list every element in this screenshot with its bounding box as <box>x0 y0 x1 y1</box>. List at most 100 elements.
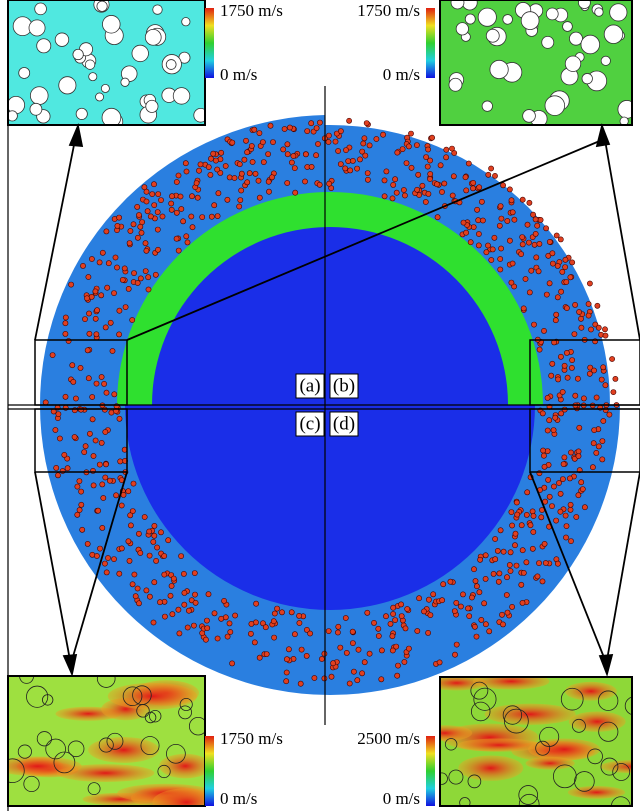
void <box>598 721 619 742</box>
particle <box>175 172 182 179</box>
particle <box>497 266 504 273</box>
particle <box>125 538 132 545</box>
particle <box>127 512 134 519</box>
void <box>8 758 25 784</box>
particle <box>71 434 78 440</box>
void <box>98 737 114 753</box>
particle <box>328 673 335 680</box>
particle <box>437 162 444 169</box>
particle <box>49 352 56 358</box>
colorbar-min: 0 m/s <box>383 65 420 84</box>
void <box>481 100 493 112</box>
hot-zone <box>567 785 626 799</box>
particle <box>236 203 243 210</box>
particle <box>383 168 390 175</box>
hot-zone <box>484 703 576 725</box>
void <box>145 99 159 113</box>
particle <box>423 154 429 160</box>
particle <box>519 600 526 606</box>
particle <box>270 618 277 625</box>
particle <box>211 202 218 209</box>
hot-zone <box>8 756 82 777</box>
void <box>477 7 497 27</box>
void <box>603 24 624 44</box>
particle <box>87 430 93 437</box>
particle <box>498 215 505 222</box>
particle <box>326 180 332 187</box>
void <box>53 751 76 774</box>
particle <box>246 170 253 177</box>
particle <box>562 264 568 270</box>
void <box>72 48 84 61</box>
particle <box>557 508 564 515</box>
particle <box>102 324 109 331</box>
particle <box>449 192 456 199</box>
particle <box>78 488 84 495</box>
particle <box>542 560 549 566</box>
particle <box>558 353 564 360</box>
particle <box>147 213 154 220</box>
panel-label: (c) <box>299 413 320 434</box>
particle <box>561 454 568 461</box>
particle <box>415 171 422 178</box>
particle <box>482 621 489 628</box>
void <box>157 764 171 779</box>
particle <box>475 231 482 237</box>
colorbar-max: 1750 m/s <box>220 1 283 20</box>
particle <box>595 324 602 331</box>
particle <box>318 656 325 662</box>
particle <box>150 539 157 545</box>
particle <box>546 280 553 287</box>
void <box>564 55 582 72</box>
particle <box>471 623 478 630</box>
particle <box>126 240 133 246</box>
particle <box>546 493 553 500</box>
particle <box>279 609 285 616</box>
particle <box>439 189 445 195</box>
particle <box>434 214 441 221</box>
particle <box>553 232 560 239</box>
particle <box>383 613 389 620</box>
particle <box>467 239 474 246</box>
particle <box>153 558 159 564</box>
hot-zone <box>568 711 626 732</box>
particle <box>285 646 292 653</box>
particle <box>572 301 578 308</box>
void <box>131 44 149 63</box>
particle <box>184 624 191 631</box>
particle <box>337 128 344 134</box>
particle <box>398 613 405 619</box>
particle <box>402 625 409 632</box>
void <box>178 705 193 720</box>
particle <box>161 553 168 559</box>
particle <box>378 647 385 654</box>
void <box>188 716 205 736</box>
particle <box>152 271 159 278</box>
particle <box>447 578 454 585</box>
particle <box>414 628 421 634</box>
particle <box>508 279 515 286</box>
particle <box>260 159 267 165</box>
particle <box>88 293 95 300</box>
particle <box>189 224 196 231</box>
particle <box>227 629 234 635</box>
particle <box>530 529 537 535</box>
particle <box>130 221 137 228</box>
particle <box>226 620 233 627</box>
particle <box>366 650 373 657</box>
particle <box>135 530 142 537</box>
particle <box>169 611 176 618</box>
particle <box>260 620 266 627</box>
particle <box>98 292 105 299</box>
void <box>470 681 489 700</box>
particle <box>478 198 485 205</box>
particle <box>229 139 236 146</box>
particle <box>567 274 574 281</box>
particle <box>158 197 164 203</box>
particle <box>136 212 142 218</box>
particle <box>472 578 479 584</box>
colorbar-max: 1750 m/s <box>220 729 283 748</box>
particle <box>560 476 566 482</box>
panel-label: (a) <box>299 375 320 396</box>
particle <box>359 670 365 677</box>
